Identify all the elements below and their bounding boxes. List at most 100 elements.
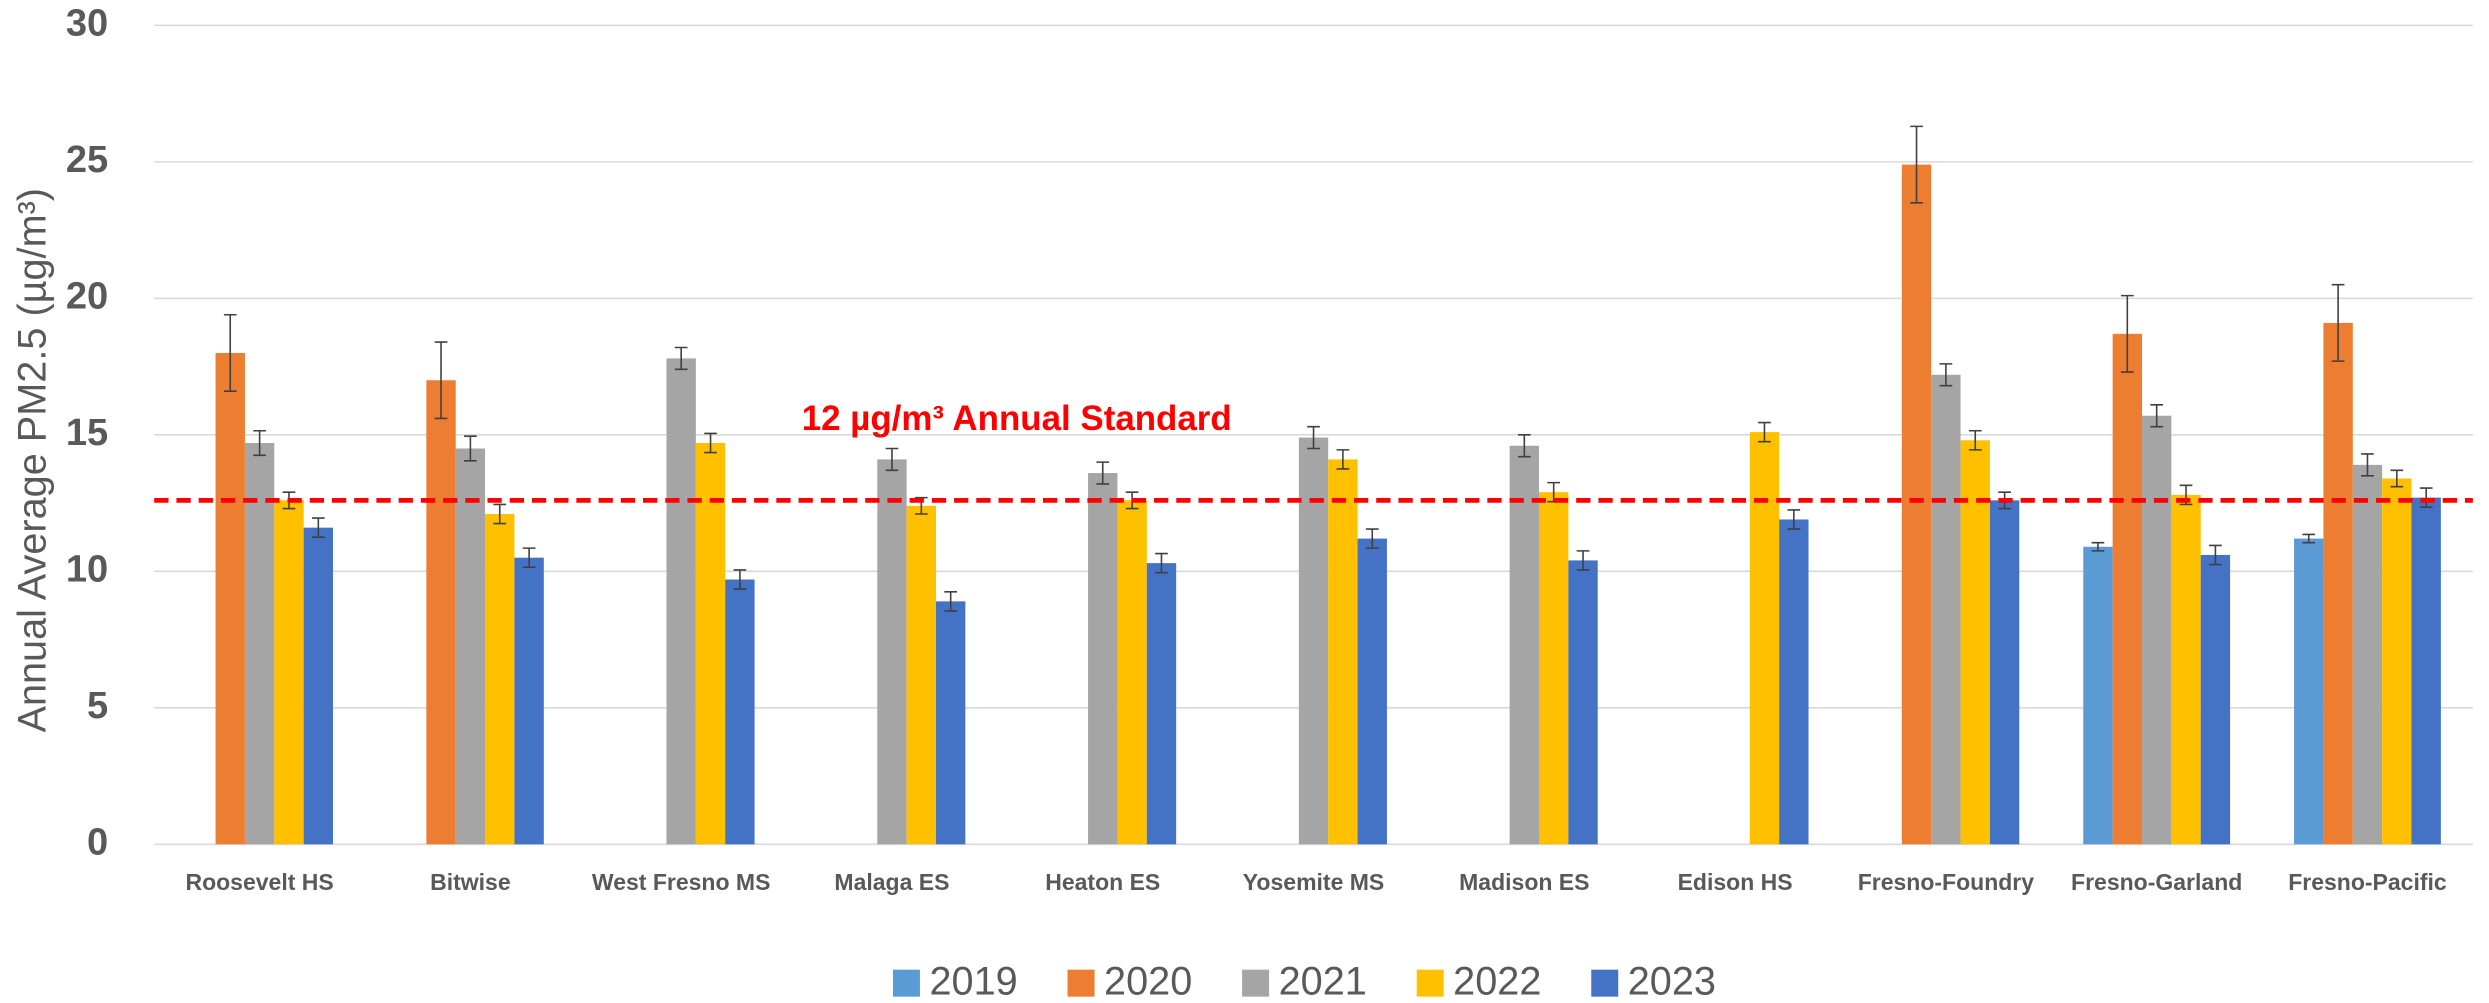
error-bar — [1787, 509, 1801, 530]
error-bar — [2331, 283, 2345, 362]
bar — [1298, 437, 1329, 845]
x-tick-label: Malaga ES — [834, 869, 949, 895]
bar — [303, 527, 334, 845]
legend-label: 2020 — [1104, 959, 1192, 1003]
bar — [2083, 546, 2113, 845]
bar — [695, 443, 726, 845]
bar — [274, 500, 304, 845]
legend-swatch — [892, 969, 920, 997]
bar — [877, 459, 907, 845]
x-tick-label: Heaton ES — [1045, 869, 1160, 895]
bar — [2411, 497, 2441, 845]
bar — [426, 380, 456, 845]
bar — [2382, 478, 2412, 845]
x-tick-label: Fresno-Foundry — [1858, 869, 2035, 895]
bar — [1931, 374, 1961, 845]
legend-swatch — [1067, 969, 1095, 997]
bar — [2294, 538, 2324, 845]
error-bar — [1096, 461, 1110, 485]
bar — [1960, 440, 1990, 845]
y-tick-label: 30 — [66, 2, 108, 44]
bar — [2112, 333, 2142, 845]
error-bar — [733, 569, 747, 590]
error-bar — [1968, 429, 1982, 451]
bar — [1088, 473, 1118, 845]
y-tick-label: 20 — [66, 275, 108, 317]
error-bar — [2091, 541, 2105, 552]
error-bar — [1517, 434, 1531, 458]
bar — [1117, 500, 1147, 845]
error-bar — [2390, 469, 2404, 488]
bar — [1357, 538, 1387, 845]
error-bar — [2150, 404, 2164, 428]
reference-label: 12 µg/m³ Annual Standard — [802, 399, 1232, 438]
bar — [455, 448, 486, 845]
error-bar — [1910, 125, 1923, 204]
error-bar — [434, 341, 448, 420]
x-tick-label: West Fresno MS — [592, 869, 771, 895]
error-bar — [1336, 449, 1350, 470]
y-tick-label: 15 — [66, 412, 108, 454]
error-bar — [885, 447, 899, 472]
error-bar — [2419, 487, 2433, 508]
bar — [1901, 164, 1932, 845]
error-bar — [1307, 425, 1320, 450]
bar — [215, 352, 245, 845]
bar — [1509, 445, 1540, 845]
bar — [2171, 494, 2201, 845]
x-tick-label: Edison HS — [1678, 869, 1793, 895]
x-tick-label: Bitwise — [430, 869, 511, 895]
legend-swatch — [1242, 969, 1270, 997]
bar — [936, 601, 966, 845]
bar — [1568, 560, 1598, 845]
error-bar — [1365, 528, 1379, 549]
error-bar — [2209, 544, 2222, 566]
bar — [2323, 322, 2353, 845]
legend-label: 2023 — [1628, 959, 1716, 1003]
bar — [1779, 519, 1809, 845]
bar — [1749, 432, 1780, 845]
y-tick-label: 10 — [66, 548, 108, 590]
error-bar — [223, 313, 237, 392]
error-bar — [522, 547, 536, 569]
y-tick-label: 5 — [87, 685, 108, 727]
bar — [1328, 459, 1358, 845]
error-bar — [674, 346, 688, 371]
bar — [514, 557, 544, 845]
error-bar — [1758, 421, 1771, 443]
legend-label: 2021 — [1279, 959, 1367, 1003]
x-tick-label: Fresno-Pacific — [2288, 869, 2447, 895]
bar — [2200, 554, 2231, 845]
error-bar — [464, 435, 477, 462]
bar — [906, 505, 937, 845]
x-tick-label: Fresno-Garland — [2071, 869, 2242, 895]
error-bar — [2302, 533, 2316, 544]
bar — [666, 358, 696, 845]
error-bar — [2120, 294, 2134, 373]
bar — [244, 443, 275, 845]
error-bar — [1576, 550, 1590, 571]
bar — [725, 579, 755, 845]
y-axis-label: Annual Average PM2.5 (µg/m³) — [11, 188, 55, 733]
error-bar — [311, 517, 325, 539]
bar — [2141, 415, 2172, 845]
x-tick-label: Roosevelt HS — [185, 869, 333, 895]
bar — [2352, 464, 2383, 845]
error-bar — [2361, 453, 2374, 477]
y-tick-label: 0 — [87, 821, 108, 863]
x-tick-label: Yosemite MS — [1243, 869, 1384, 895]
x-tick-label: Madison ES — [1459, 869, 1589, 895]
error-bar — [253, 429, 266, 457]
bar — [1146, 563, 1177, 845]
bar — [485, 514, 515, 845]
error-bar — [1155, 552, 1168, 574]
legend-swatch — [1591, 969, 1619, 997]
error-bar — [944, 591, 958, 612]
legend-label: 2019 — [929, 959, 1017, 1003]
bar — [1539, 492, 1569, 845]
legend-swatch — [1416, 969, 1444, 997]
y-tick-label: 25 — [66, 139, 108, 181]
error-bar — [704, 432, 717, 454]
error-bar — [1939, 363, 1953, 387]
